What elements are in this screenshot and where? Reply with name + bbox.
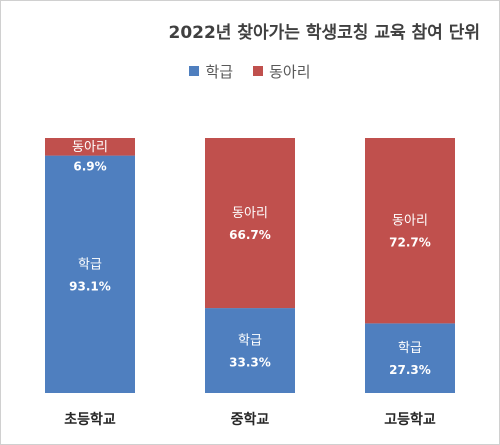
chart-title: 2022년 찾아가는 학생코칭 교육 참여 단위 bbox=[168, 23, 480, 43]
data-label-high-club: 72.7% bbox=[389, 236, 431, 250]
data-label-middle-class: 33.3% bbox=[229, 356, 271, 370]
category-label-middle: 중학교 bbox=[231, 412, 270, 428]
bar-high-class bbox=[365, 323, 455, 393]
segment-name-middle-class: 학급 bbox=[238, 334, 262, 349]
category-label-high: 고등학교 bbox=[384, 412, 436, 428]
bar-middle-club bbox=[205, 138, 295, 309]
legend-label-club: 동아리 bbox=[269, 62, 311, 81]
segment-name-elementary-class: 학급 bbox=[78, 257, 102, 272]
bar-high-club bbox=[365, 138, 455, 324]
bar-middle-class bbox=[205, 308, 295, 393]
segment-name-high-class: 학급 bbox=[398, 341, 422, 356]
legend-item-club: 동아리 bbox=[253, 60, 311, 82]
segment-name-elementary-club: 동아리 bbox=[72, 140, 108, 155]
bar-elementary-club bbox=[45, 138, 135, 156]
bar-elementary-class bbox=[45, 155, 135, 393]
segment-name-high-club: 동아리 bbox=[392, 214, 428, 229]
legend-label-class: 학급 bbox=[205, 62, 234, 81]
data-label-elementary-class: 93.1% bbox=[69, 279, 111, 293]
data-label-elementary-club: 6.9% bbox=[73, 160, 106, 174]
chart-legend: 학급 동아리 bbox=[0, 60, 500, 82]
category-label-elementary: 초등학교 bbox=[64, 412, 116, 428]
segment-name-middle-club: 동아리 bbox=[232, 206, 268, 221]
legend-item-class: 학급 bbox=[189, 60, 233, 82]
legend-swatch-class bbox=[189, 66, 200, 76]
data-label-high-class: 27.3% bbox=[389, 363, 431, 377]
legend-swatch-club bbox=[253, 66, 264, 76]
data-label-middle-club: 66.7% bbox=[229, 228, 271, 242]
